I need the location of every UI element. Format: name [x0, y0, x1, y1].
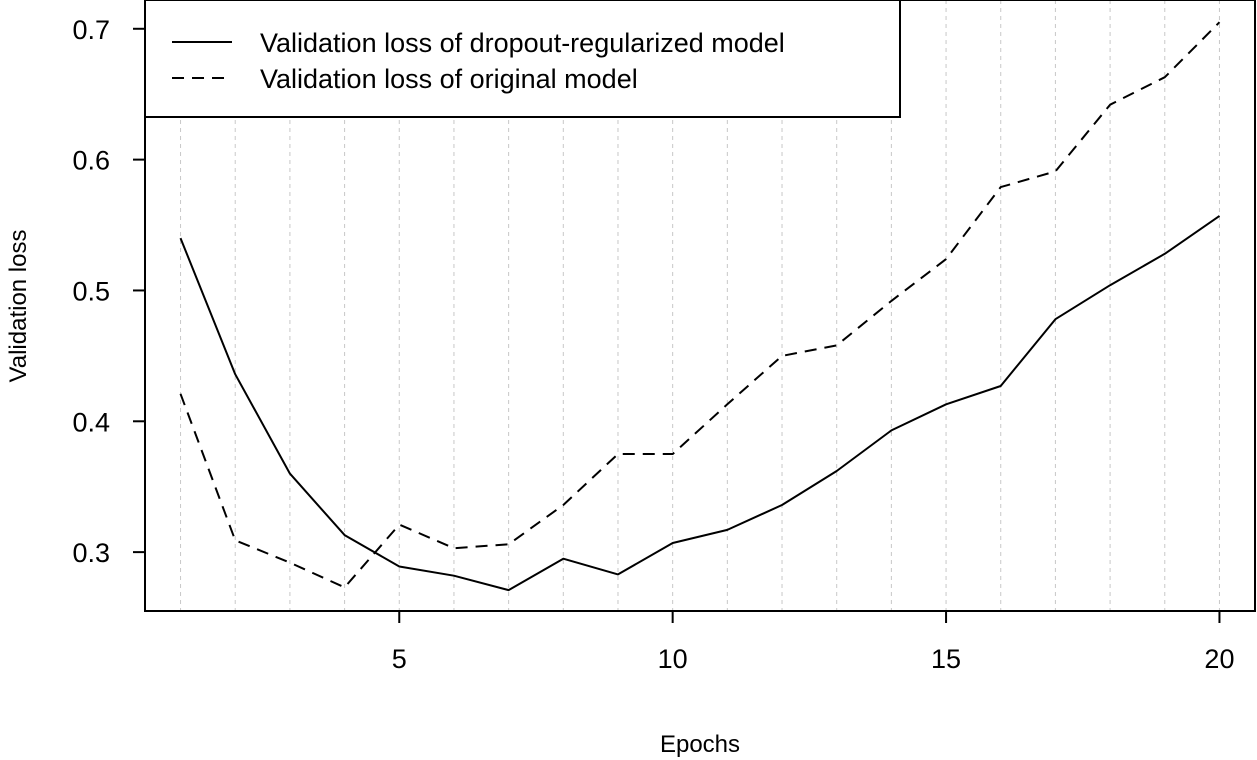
y-tick-label: 0.3: [72, 538, 110, 568]
y-tick-label: 0.4: [72, 407, 110, 437]
legend-box: [144, 0, 901, 118]
grid-lines: [180, 0, 1220, 611]
y-tick-label: 0.7: [72, 15, 110, 45]
x-axis-title: Epochs: [660, 731, 740, 758]
series-lines: [179, 21, 1221, 592]
y-axis-title: Validation loss: [5, 230, 32, 383]
x-tick-label: 5: [392, 644, 407, 674]
x-axis: 5 10 15 20: [392, 611, 1234, 674]
legend-label: Validation loss of original model: [260, 64, 638, 94]
y-axis: 0.3 0.4 0.5 0.6 0.7: [72, 15, 145, 568]
y-tick-label: 0.6: [72, 146, 110, 176]
x-tick-label: 20: [1204, 644, 1234, 674]
series-line-dropout: [179, 215, 1221, 592]
legend: Validation loss of dropout-regularized m…: [144, 0, 901, 118]
y-tick-label: 0.5: [72, 276, 110, 306]
x-tick-label: 10: [658, 644, 688, 674]
legend-label: Validation loss of dropout-regularized m…: [260, 28, 785, 58]
x-tick-label: 15: [931, 644, 961, 674]
plot-frame: [144, 0, 1256, 612]
series-line-original: [179, 21, 1221, 589]
